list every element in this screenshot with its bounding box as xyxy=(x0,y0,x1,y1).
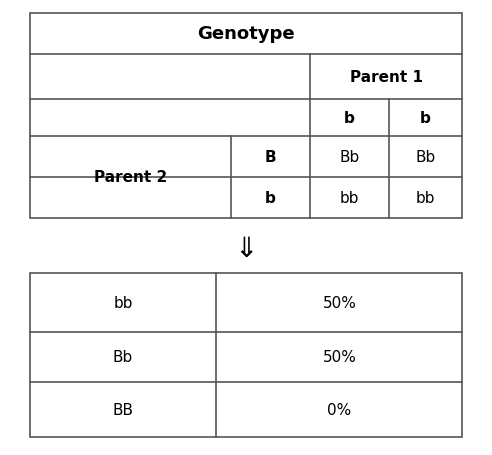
Text: bb: bb xyxy=(339,191,359,205)
Text: BB: BB xyxy=(113,402,133,417)
Text: bb: bb xyxy=(416,191,435,205)
Text: Genotype: Genotype xyxy=(197,25,295,43)
Text: b: b xyxy=(420,111,431,126)
Text: B: B xyxy=(265,150,277,164)
Text: b: b xyxy=(265,191,276,205)
Text: Bb: Bb xyxy=(113,350,133,364)
Text: Bb: Bb xyxy=(339,150,360,164)
Text: 50%: 50% xyxy=(323,295,356,310)
Text: 0%: 0% xyxy=(327,402,352,417)
Bar xyxy=(30,14,462,218)
Text: Bb: Bb xyxy=(415,150,436,164)
Text: Parent 1: Parent 1 xyxy=(350,70,423,85)
Text: b: b xyxy=(344,111,355,126)
Bar xyxy=(30,273,462,437)
Text: Parent 2: Parent 2 xyxy=(94,170,167,185)
Text: ⇓: ⇓ xyxy=(234,234,258,262)
Text: 50%: 50% xyxy=(323,350,356,364)
Text: bb: bb xyxy=(113,295,133,310)
